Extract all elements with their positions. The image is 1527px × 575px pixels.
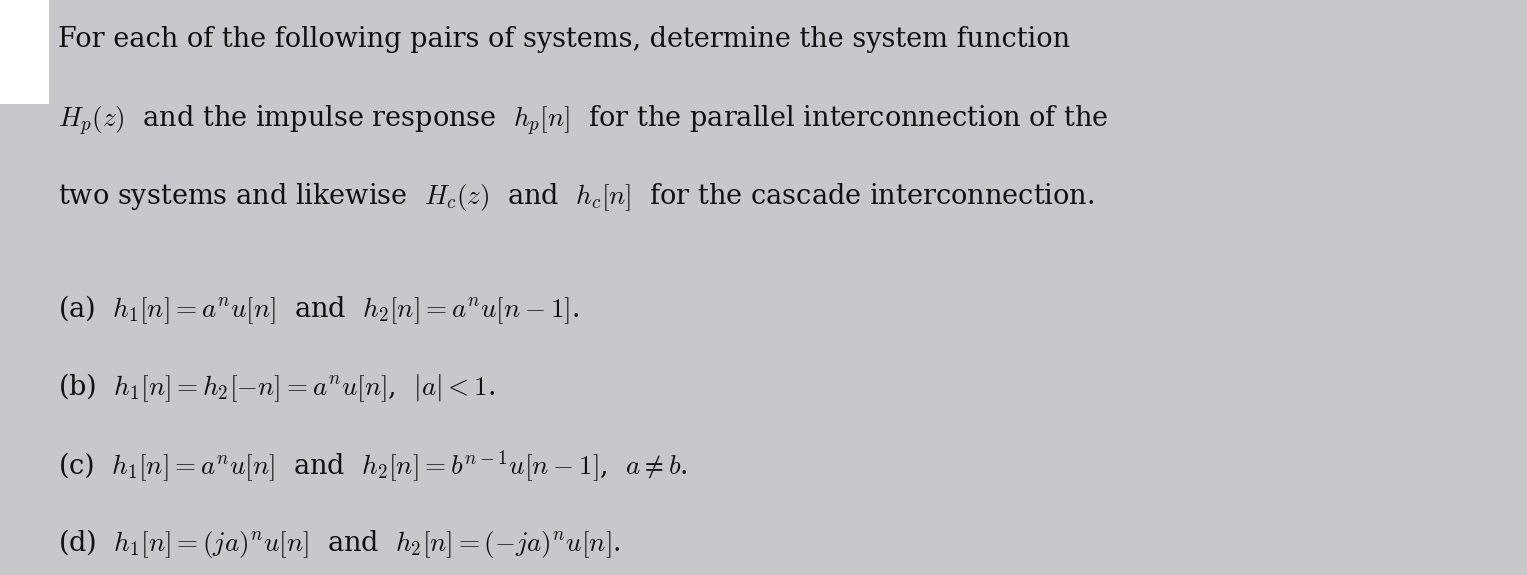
Text: (c)  $h_1[n] = a^n u[n]$  and  $h_2[n] = b^{n-1}u[n-1]$,  $a \neq b$.: (c) $h_1[n] = a^n u[n]$ and $h_2[n] = b^…	[58, 449, 687, 485]
Text: two systems and likewise  $H_c(z)$  and  $h_c[n]$  for the cascade interconnecti: two systems and likewise $H_c(z)$ and $h…	[58, 181, 1095, 213]
Text: (b)  $h_1[n] = h_2[-n] = a^n u[n]$,  $|a| < 1$.: (b) $h_1[n] = h_2[-n] = a^n u[n]$, $|a| …	[58, 371, 495, 404]
Bar	[0, 0, 49, 104]
Text: $H_p(z)$  and the impulse response  $h_p[n]$  for the parallel interconnection o: $H_p(z)$ and the impulse response $h_p[n…	[58, 104, 1109, 137]
Text: (a)  $h_1[n] = a^n u[n]$  and  $h_2[n] = a^n u[n-1]$.: (a) $h_1[n] = a^n u[n]$ and $h_2[n] = a^…	[58, 294, 579, 327]
Text: (d)  $h_1[n] = (ja)^n u[n]$  and  $h_2[n] = (-ja)^n u[n]$.: (d) $h_1[n] = (ja)^n u[n]$ and $h_2[n] =…	[58, 527, 620, 559]
Text: For each of the following pairs of systems, determine the system function: For each of the following pairs of syste…	[58, 26, 1070, 53]
